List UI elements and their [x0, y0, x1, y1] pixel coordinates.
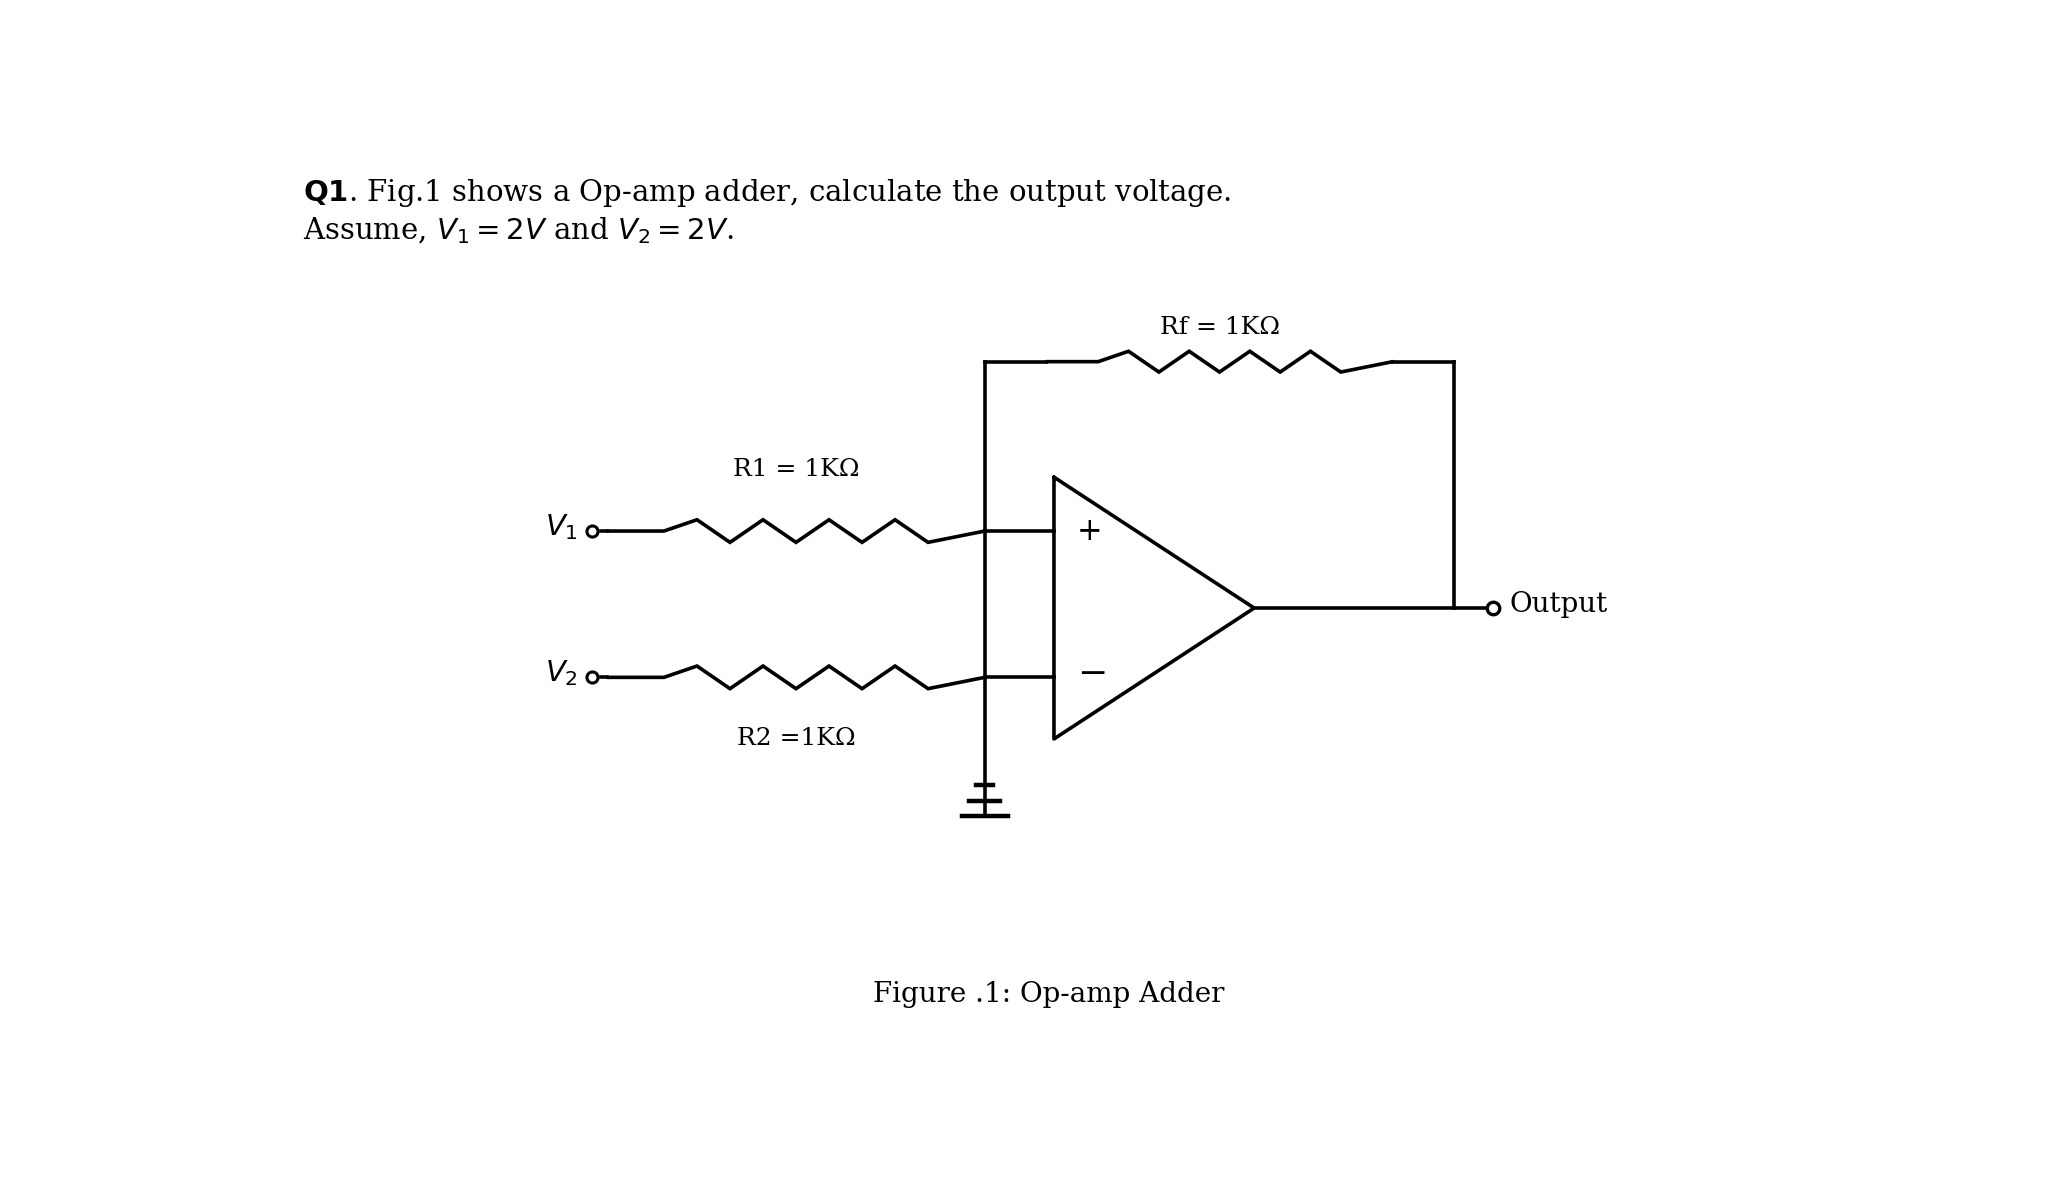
Text: +: + [1076, 515, 1103, 546]
Text: Output: Output [1510, 590, 1608, 617]
Text: −: − [1076, 656, 1107, 691]
Text: Figure .1: Op-amp Adder: Figure .1: Op-amp Adder [874, 981, 1224, 1008]
Text: R1 = 1KΩ: R1 = 1KΩ [732, 457, 859, 481]
Text: $V_2$: $V_2$ [546, 659, 579, 688]
Text: R2 =1KΩ: R2 =1KΩ [737, 728, 855, 750]
Text: $\mathbf{Q1}$. Fig.1 shows a Op-amp adder, calculate the output voltage.: $\mathbf{Q1}$. Fig.1 shows a Op-amp adde… [303, 177, 1232, 209]
Text: $V_1$: $V_1$ [544, 512, 579, 542]
Text: Assume, $V_1 = 2V$ and $V_2 = 2V$.: Assume, $V_1 = 2V$ and $V_2 = 2V$. [303, 216, 735, 246]
Text: Rf = 1KΩ: Rf = 1KΩ [1160, 315, 1279, 339]
